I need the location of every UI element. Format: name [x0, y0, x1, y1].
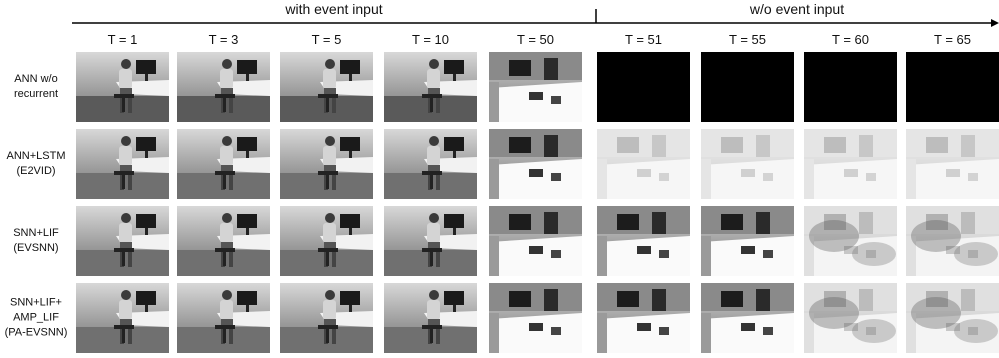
reconstruction-frame — [280, 129, 373, 199]
scene-image — [384, 206, 477, 276]
column-label: T = 51 — [625, 32, 662, 47]
scene-image — [280, 283, 373, 353]
scene-image — [489, 52, 582, 122]
row-label-line: (E2VID) — [16, 165, 56, 177]
reconstruction-frame — [597, 129, 690, 199]
reconstruction-frame — [906, 283, 999, 353]
reconstruction-frame — [384, 283, 477, 353]
reconstruction-frame — [280, 52, 373, 122]
reconstruction-frame — [384, 206, 477, 276]
reconstruction-frame — [280, 206, 373, 276]
scene-image — [177, 283, 270, 353]
scene-image — [280, 52, 373, 122]
scene-image — [906, 129, 999, 199]
timeline-arrowhead — [991, 19, 999, 27]
reconstruction-frame — [804, 129, 897, 199]
row-label-line: SNN+LIF+ — [10, 296, 62, 309]
group-label-with-event: with event input — [285, 1, 383, 17]
row-label: ANN+LSTM (E2VID) — [0, 149, 72, 179]
reconstruction-frame — [597, 283, 690, 353]
scene-image — [489, 206, 582, 276]
scene-image — [597, 283, 690, 353]
column-label: T = 50 — [517, 32, 554, 47]
row-label-line: recurrent — [13, 88, 59, 100]
scene-image — [76, 283, 169, 353]
reconstruction-frame — [701, 283, 794, 353]
timeline-axis — [72, 9, 999, 27]
row-label-line: ANN+LSTM — [6, 150, 66, 162]
reconstruction-frame — [76, 283, 169, 353]
reconstruction-black-frame — [701, 52, 794, 122]
scene-image — [177, 52, 270, 122]
row-label-line: (PA-EVSNN) — [4, 326, 68, 339]
reconstruction-black-frame — [597, 52, 690, 122]
scene-image — [804, 206, 897, 276]
reconstruction-frame — [597, 206, 690, 276]
scene-image — [701, 129, 794, 199]
scene-image — [76, 206, 169, 276]
column-label: T = 55 — [729, 32, 766, 47]
column-label: T = 10 — [412, 32, 449, 47]
reconstruction-frame — [701, 129, 794, 199]
reconstruction-frame — [177, 52, 270, 122]
scene-image — [597, 206, 690, 276]
reconstruction-frame — [489, 206, 582, 276]
reconstruction-frame — [489, 283, 582, 353]
row-label-line: SNN+LIF — [13, 227, 59, 239]
column-label: T = 5 — [311, 32, 342, 47]
reconstruction-frame — [177, 283, 270, 353]
reconstruction-frame — [804, 206, 897, 276]
row-label: SNN+LIF+ AMP_LIF (PA-EVSNN) — [0, 296, 72, 341]
scene-image — [906, 283, 999, 353]
scene-image — [804, 283, 897, 353]
row-label-line: (EVSNN) — [13, 242, 59, 254]
column-label: T = 1 — [107, 32, 138, 47]
scene-image — [701, 283, 794, 353]
scene-image — [384, 52, 477, 122]
reconstruction-frame — [76, 129, 169, 199]
scene-image — [280, 206, 373, 276]
column-label: T = 3 — [208, 32, 239, 47]
reconstruction-frame — [489, 52, 582, 122]
reconstruction-frame — [384, 52, 477, 122]
reconstruction-frame — [906, 129, 999, 199]
reconstruction-black-frame — [804, 52, 897, 122]
reconstruction-black-frame — [906, 52, 999, 122]
row-label-line: AMP_LIF — [13, 311, 59, 324]
group-label-without-event: w/o event input — [749, 1, 845, 17]
scene-image — [177, 129, 270, 199]
column-label: T = 65 — [934, 32, 971, 47]
reconstruction-frame — [177, 206, 270, 276]
scene-image — [489, 283, 582, 353]
row-label: ANN w/o recurrent — [0, 72, 72, 102]
scene-image — [384, 129, 477, 199]
scene-image — [280, 129, 373, 199]
scene-image — [701, 206, 794, 276]
reconstruction-frame — [384, 129, 477, 199]
reconstruction-frame — [906, 206, 999, 276]
scene-image — [76, 129, 169, 199]
reconstruction-frame — [701, 206, 794, 276]
scene-image — [76, 52, 169, 122]
scene-image — [489, 129, 582, 199]
scene-image — [597, 129, 690, 199]
scene-image — [804, 129, 897, 199]
reconstruction-frame — [804, 283, 897, 353]
scene-image — [384, 283, 477, 353]
reconstruction-frame — [76, 52, 169, 122]
row-label: SNN+LIF (EVSNN) — [0, 226, 72, 256]
reconstruction-frame — [76, 206, 169, 276]
reconstruction-frame — [280, 283, 373, 353]
scene-image — [177, 206, 270, 276]
reconstruction-frame — [177, 129, 270, 199]
column-label: T = 60 — [832, 32, 869, 47]
reconstruction-frame — [489, 129, 582, 199]
scene-image — [906, 206, 999, 276]
row-label-line: ANN w/o — [14, 73, 58, 85]
